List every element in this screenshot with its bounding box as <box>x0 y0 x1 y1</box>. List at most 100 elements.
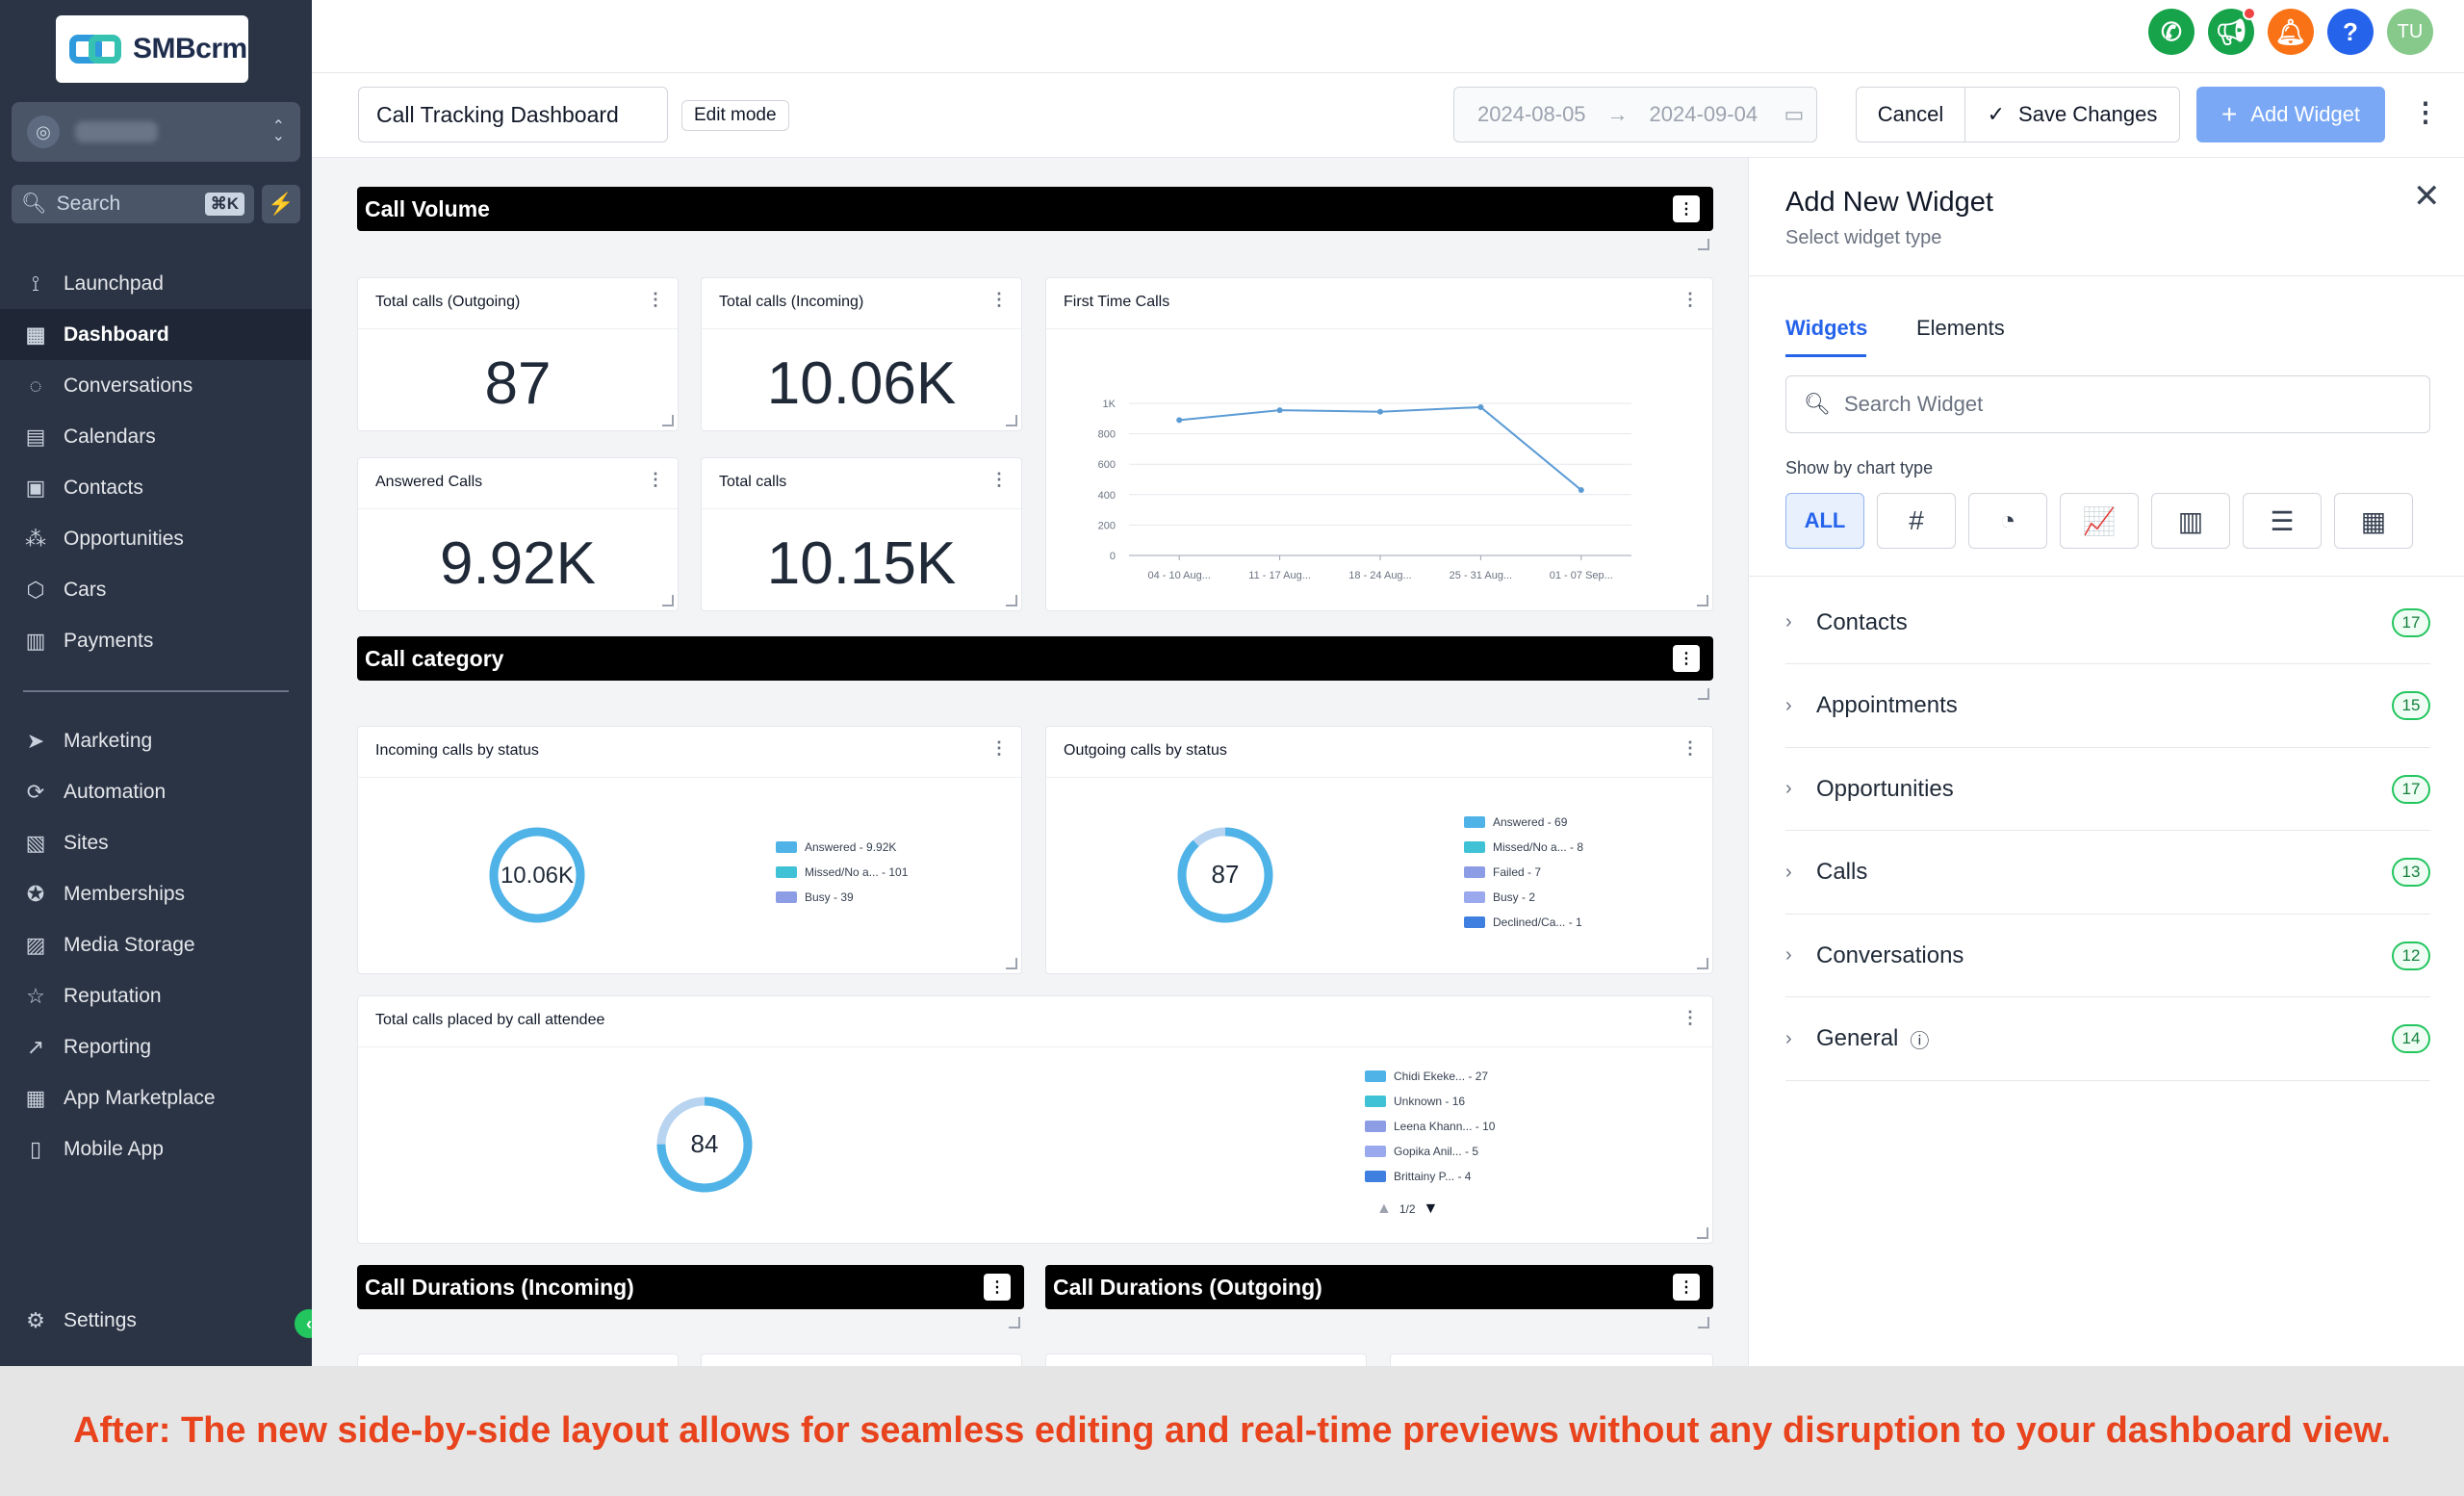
legend-item[interactable]: Missed/No a... - 8 <box>1464 835 1583 860</box>
resize-handle-icon[interactable] <box>1009 1317 1020 1328</box>
hash-icon[interactable]: # <box>1877 493 1956 549</box>
legend-item[interactable]: Brittainy P... - 4 <box>1365 1164 1495 1189</box>
legend-item[interactable]: Answered - 9.92K <box>776 835 908 860</box>
sidebar-item-marketing[interactable]: ➤ Marketing <box>0 715 312 766</box>
bar-chart-icon[interactable]: ▥ <box>2151 493 2230 549</box>
category-contacts[interactable]: › Contacts 17 <box>1785 581 2430 664</box>
sidebar-item-payments[interactable]: ▥ Payments <box>0 615 312 666</box>
resize-handle-icon[interactable] <box>662 595 674 606</box>
section-menu-icon[interactable]: ⋮ <box>1673 1274 1700 1301</box>
sidebar-item-conversations[interactable]: ◌ Conversations <box>0 360 312 411</box>
bell-icon[interactable]: 🔔︎ <box>2268 9 2314 55</box>
legend-pager[interactable]: ▲ 1/2 ▼ <box>1376 1200 1438 1218</box>
section-menu-icon[interactable]: ⋮ <box>1673 195 1700 222</box>
legend-item[interactable]: Declined/Ca... - 1 <box>1464 910 1583 935</box>
sidebar-item-mobile-app[interactable]: ▯ Mobile App <box>0 1123 312 1174</box>
section-call-durations-incoming[interactable]: Call Durations (Incoming) ⋮ <box>357 1265 1024 1309</box>
table-icon[interactable]: ▦ <box>2334 493 2413 549</box>
card-menu-icon[interactable]: ⋮ <box>990 470 1008 489</box>
stat-card-partial[interactable] <box>357 1354 679 1366</box>
avatar[interactable]: TU <box>2387 9 2433 55</box>
category-appointments[interactable]: › Appointments 15 <box>1785 665 2430 748</box>
widget-search-input[interactable]: 🔍︎ Search Widget <box>1785 375 2430 433</box>
resize-handle-icon[interactable] <box>662 415 674 426</box>
stat-card-partial[interactable] <box>701 1354 1022 1366</box>
legend-item[interactable]: Missed/No a... - 101 <box>776 860 908 885</box>
pie-chart-icon[interactable]: ◔ <box>1968 493 2047 549</box>
card-menu-icon[interactable]: ⋮ <box>1681 738 1699 758</box>
legend-item[interactable]: Unknown - 16 <box>1365 1089 1495 1114</box>
sidebar-item-cars[interactable]: ⬡ Cars <box>0 564 312 615</box>
pager-up-icon[interactable]: ▲ <box>1376 1200 1392 1217</box>
help-icon[interactable]: ? <box>2327 9 2374 55</box>
resize-handle-icon[interactable] <box>1006 958 1017 969</box>
legend-item[interactable]: Leena Khann... - 10 <box>1365 1114 1495 1139</box>
tab-widgets[interactable]: Widgets <box>1785 316 1868 340</box>
sidebar-item-reputation[interactable]: ☆ Reputation <box>0 970 312 1021</box>
sidebar-item-media-storage[interactable]: ▨ Media Storage <box>0 919 312 970</box>
card-menu-icon[interactable]: ⋮ <box>990 738 1008 758</box>
cancel-button[interactable]: Cancel <box>1856 87 1965 142</box>
legend-item[interactable]: Gopika Anil... - 5 <box>1365 1139 1495 1164</box>
stat-card-partial[interactable] <box>1045 1354 1367 1366</box>
card-menu-icon[interactable]: ⋮ <box>647 470 664 489</box>
legend-item[interactable]: Busy - 39 <box>776 885 908 910</box>
legend-item[interactable]: Busy - 2 <box>1464 885 1583 910</box>
sidebar-item-contacts[interactable]: ▣ Contacts <box>0 462 312 513</box>
section-menu-icon[interactable]: ⋮ <box>1673 645 1700 672</box>
resize-handle-icon[interactable] <box>1698 688 1709 700</box>
stat-card[interactable]: Total calls (Outgoing) ⋮ 87 <box>357 277 679 431</box>
legend-item[interactable]: Answered - 69 <box>1464 810 1583 835</box>
logo[interactable]: SMBcrm <box>56 15 248 83</box>
pager-down-icon[interactable]: ▼ <box>1423 1200 1439 1217</box>
tab-elements[interactable]: Elements <box>1916 316 2005 340</box>
sidebar-item-reporting[interactable]: ↗ Reporting <box>0 1021 312 1072</box>
megaphone-icon[interactable]: 📢︎ <box>2208 7 2256 55</box>
sidebar-item-sites[interactable]: ▧ Sites <box>0 817 312 868</box>
resize-handle-icon[interactable] <box>1697 595 1708 606</box>
section-call-volume[interactable]: Call Volume ⋮ <box>357 187 1713 231</box>
category-calls[interactable]: › Calls 13 <box>1785 832 2430 915</box>
calls-by-attendee-card[interactable]: Total calls placed by call attendee ⋮ 84 … <box>357 995 1713 1244</box>
sidebar-item-dashboard[interactable]: ▦ Dashboard <box>0 309 312 360</box>
section-call-category[interactable]: Call category ⋮ <box>357 636 1713 681</box>
section-menu-icon[interactable]: ⋮ <box>984 1274 1011 1301</box>
chart-type-all-button[interactable]: ALL <box>1785 493 1864 549</box>
resize-handle-icon[interactable] <box>1006 595 1017 606</box>
info-icon[interactable]: ⓘ <box>1910 1030 1930 1052</box>
save-changes-button[interactable]: ✓ Save Changes <box>1964 87 2180 142</box>
first-time-calls-card[interactable]: First Time Calls ⋮ 0 200 400 600 800 1K 04 - 10… <box>1045 277 1713 611</box>
sidebar-item-calendars[interactable]: ▤ Calendars <box>0 411 312 462</box>
sidebar-item-opportunities[interactable]: ⁂ Opportunities <box>0 513 312 564</box>
account-switcher[interactable]: ◎ ⌃ ⌄ <box>12 102 300 162</box>
resize-handle-icon[interactable] <box>1697 958 1708 969</box>
phone-icon[interactable]: ✆ <box>2148 9 2194 55</box>
quick-actions-bolt-icon[interactable]: ⚡ <box>262 185 300 223</box>
sidebar-item-launchpad[interactable]: ⟟ Launchpad <box>0 258 312 309</box>
horizontal-bar-icon[interactable]: ☰ <box>2243 493 2322 549</box>
stat-card-partial[interactable] <box>1390 1354 1713 1366</box>
resize-handle-icon[interactable] <box>1006 415 1017 426</box>
dashboard-name-input[interactable]: Call Tracking Dashboard <box>358 87 668 142</box>
card-menu-icon[interactable]: ⋮ <box>1681 290 1699 309</box>
stat-card[interactable]: Answered Calls ⋮ 9.92K <box>357 457 679 611</box>
add-widget-button[interactable]: + Add Widget <box>2196 87 2385 142</box>
close-icon[interactable]: ✕ <box>2413 178 2441 215</box>
resize-handle-icon[interactable] <box>1697 1227 1708 1239</box>
legend-item[interactable]: Failed - 7 <box>1464 860 1583 885</box>
line-chart-icon[interactable]: 📈 <box>2060 493 2139 549</box>
resize-handle-icon[interactable] <box>1698 1317 1709 1328</box>
sidebar-item-app-marketplace[interactable]: ▦ App Marketplace <box>0 1072 312 1123</box>
sidebar-item-automation[interactable]: ⟳ Automation <box>0 766 312 817</box>
category-general[interactable]: › General ⓘ 14 <box>1785 998 2430 1081</box>
incoming-by-status-card[interactable]: Incoming calls by status ⋮ 10.06K Answere… <box>357 726 1022 974</box>
category-opportunities[interactable]: › Opportunities 17 <box>1785 748 2430 831</box>
resize-handle-icon[interactable] <box>1698 239 1709 250</box>
category-conversations[interactable]: › Conversations 12 <box>1785 915 2430 997</box>
section-call-durations-outgoing[interactable]: Call Durations (Outgoing) ⋮ <box>1045 1265 1713 1309</box>
card-menu-icon[interactable]: ⋮ <box>990 290 1008 309</box>
stat-card[interactable]: Total calls ⋮ 10.15K <box>701 457 1022 611</box>
card-menu-icon[interactable]: ⋮ <box>1681 1008 1699 1027</box>
sidebar-item-settings[interactable]: ⚙ Settings <box>0 1295 312 1346</box>
stat-card[interactable]: Total calls (Incoming) ⋮ 10.06K <box>701 277 1022 431</box>
